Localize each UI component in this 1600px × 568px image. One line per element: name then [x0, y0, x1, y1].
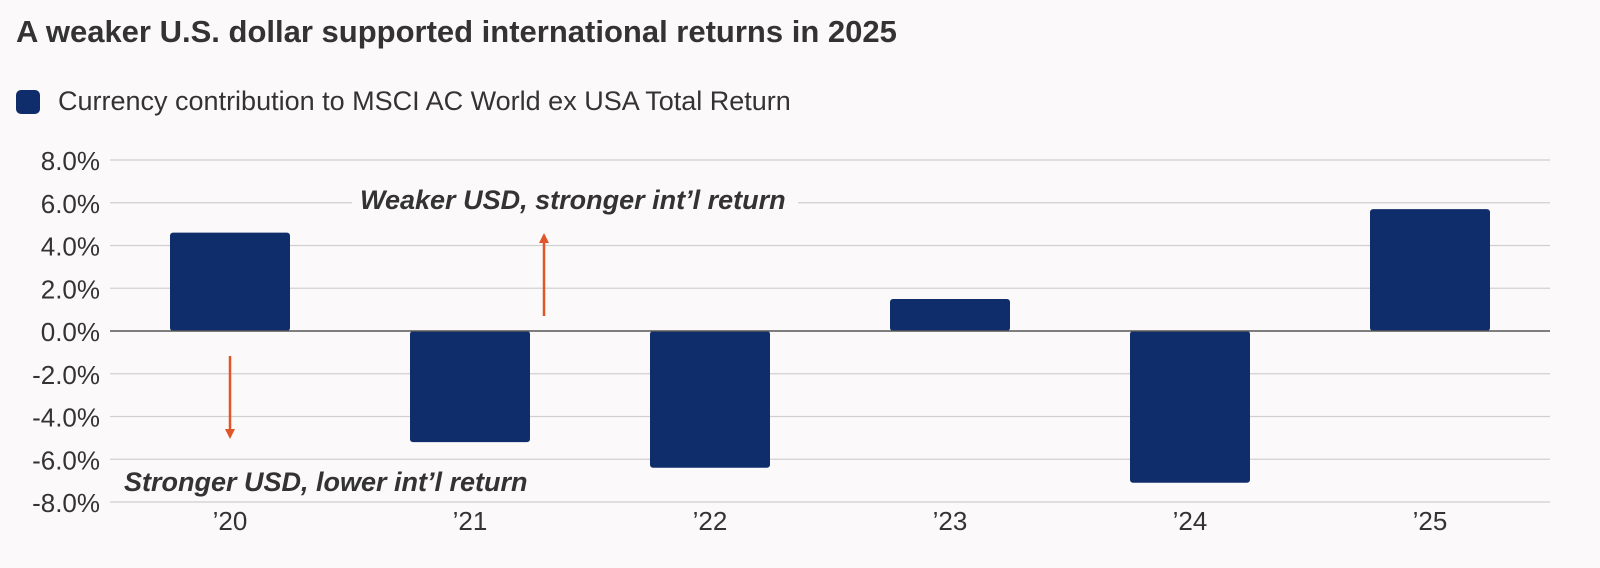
y-tick-label: 2.0% — [41, 274, 100, 304]
x-tick-label: ’23 — [933, 506, 968, 536]
annotation-stronger-usd: Stronger USD, lower int’l return — [124, 467, 528, 497]
gridlines — [110, 159, 1550, 503]
x-tick-label: ’20 — [213, 506, 248, 536]
y-tick-label: 6.0% — [41, 189, 100, 219]
y-tick-label: -8.0% — [32, 488, 100, 518]
bar — [1130, 331, 1250, 483]
y-tick-label: -2.0% — [32, 360, 100, 390]
y-tick-label: -6.0% — [32, 445, 100, 475]
y-tick-label: 0.0% — [41, 317, 100, 347]
y-tick-label: 4.0% — [41, 232, 100, 262]
y-tick-label: 8.0% — [41, 146, 100, 176]
x-tick-label: ’22 — [693, 506, 728, 536]
legend: Currency contribution to MSCI AC World e… — [16, 86, 791, 117]
x-tick-label: ’24 — [1173, 506, 1208, 536]
legend-label: Currency contribution to MSCI AC World e… — [58, 86, 791, 116]
bar — [890, 298, 1010, 331]
annotation-up-background — [352, 184, 798, 218]
annotation-weaker-usd: Weaker USD, stronger int’l return — [360, 185, 786, 215]
bar — [650, 331, 770, 468]
chart-title: A weaker U.S. dollar supported internati… — [16, 14, 897, 49]
x-tick-label: ’21 — [453, 506, 488, 536]
x-tick-label: ’25 — [1413, 506, 1448, 536]
bar — [410, 331, 530, 443]
legend-swatch — [16, 89, 40, 114]
bar — [170, 232, 290, 331]
y-tick-label: -4.0% — [32, 403, 100, 433]
bar — [1370, 209, 1490, 331]
bars — [170, 209, 1490, 483]
x-axis-ticks: ’20 ’21 ’22 ’23 ’24 ’25 — [213, 506, 1448, 536]
y-axis-ticks: 8.0% 6.0% 4.0% 2.0% 0.0% -2.0% -4.0% -6.0% -8.0% — [32, 146, 100, 518]
